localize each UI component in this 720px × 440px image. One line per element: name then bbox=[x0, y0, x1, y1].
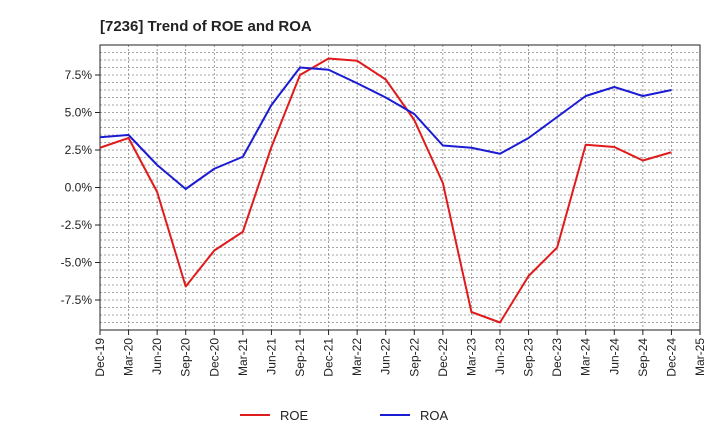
axes: 7.5% 5.0% 2.5% 0.0% -2.5% -5.0% -7.5% Dec-19 Mar… bbox=[61, 44, 707, 377]
y-tick-label: 7.5% bbox=[65, 68, 93, 82]
y-tick-label: -2.5% bbox=[61, 218, 93, 232]
legend-label-roe: ROE bbox=[280, 408, 309, 423]
y-tick-label: 0.0% bbox=[65, 181, 93, 195]
x-tick-label: Sep-21 bbox=[293, 338, 307, 377]
x-tick-label: Dec-21 bbox=[322, 338, 336, 377]
x-tick-label: Mar-24 bbox=[579, 338, 593, 376]
legend-label-roa: ROA bbox=[420, 408, 449, 423]
x-tick-label: Mar-25 bbox=[693, 338, 707, 376]
x-tick-label: Jun-23 bbox=[493, 338, 507, 375]
x-tick-label: Jun-20 bbox=[150, 338, 164, 375]
x-tick-label: Sep-23 bbox=[522, 338, 536, 377]
legend: ROE ROA bbox=[240, 408, 449, 423]
x-tick-label: Mar-22 bbox=[350, 338, 364, 376]
y-tick-label: -5.0% bbox=[61, 256, 93, 270]
x-tick-label: Sep-24 bbox=[636, 338, 650, 377]
x-tick-label: Dec-19 bbox=[93, 338, 107, 377]
x-tick-label: Jun-22 bbox=[379, 338, 393, 375]
x-tick-label: Dec-23 bbox=[550, 338, 564, 377]
x-tick-label: Jun-24 bbox=[607, 338, 621, 375]
x-tick-label: Sep-20 bbox=[179, 338, 193, 377]
series-line-roe bbox=[99, 57, 672, 324]
chart-title: [7236] Trend of ROE and ROA bbox=[100, 18, 312, 35]
x-tick-label: Dec-24 bbox=[664, 338, 678, 377]
x-tick-label: Jun-21 bbox=[264, 338, 278, 375]
x-tick-label: Dec-22 bbox=[436, 338, 450, 377]
x-tick-label: Mar-21 bbox=[236, 338, 250, 376]
y-tick-label: 2.5% bbox=[65, 143, 93, 157]
x-tick-label: Mar-20 bbox=[122, 338, 136, 376]
y-tick-label: -7.5% bbox=[61, 293, 93, 307]
y-tick-label: 5.0% bbox=[65, 106, 93, 120]
series-line-roa bbox=[99, 66, 672, 190]
x-tick-label: Dec-20 bbox=[207, 338, 221, 377]
x-tick-label: Sep-22 bbox=[407, 338, 421, 377]
x-tick-label: Mar-23 bbox=[464, 338, 478, 376]
series bbox=[99, 57, 672, 324]
